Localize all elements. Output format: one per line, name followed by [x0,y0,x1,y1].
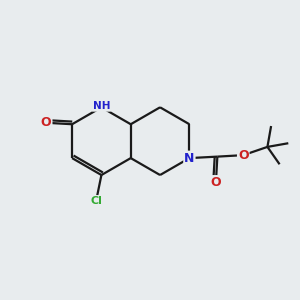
Text: NH: NH [93,101,110,111]
Text: O: O [238,149,249,162]
Text: N: N [184,152,195,165]
Text: O: O [41,116,52,129]
Text: Cl: Cl [90,196,102,206]
Text: O: O [211,176,221,189]
